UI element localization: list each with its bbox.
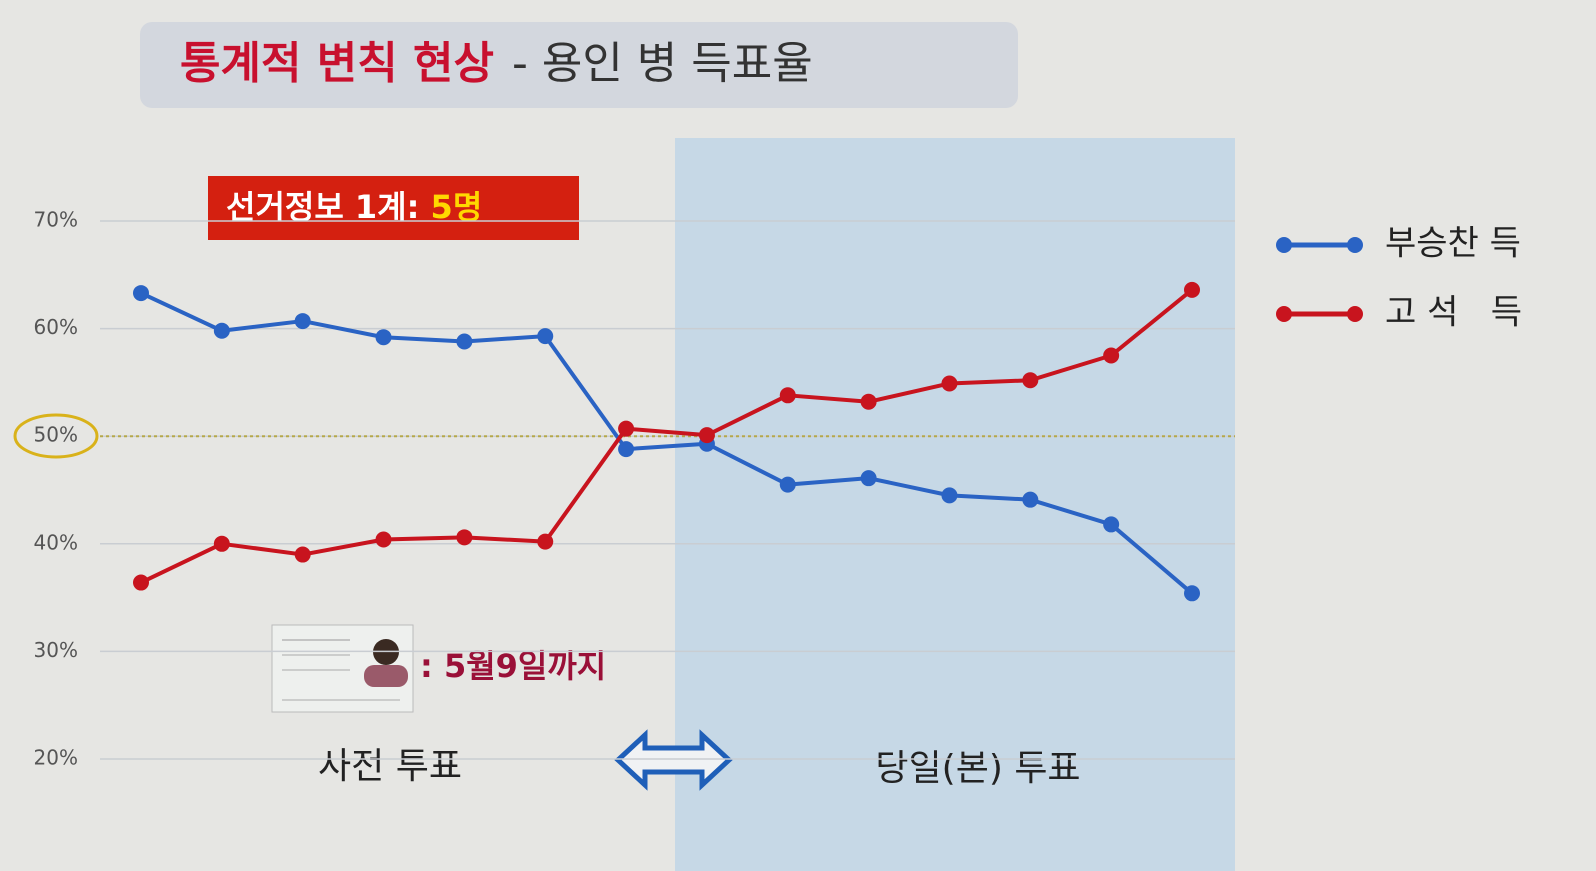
legend-dot	[1276, 306, 1292, 322]
data-point	[1103, 347, 1120, 364]
chart-title: 통계적 변칙 현상 - 용인 병 득표율	[180, 38, 813, 89]
y-tick-label: 20%	[34, 746, 78, 770]
data-point	[294, 546, 311, 563]
series-line	[140, 291, 1194, 595]
y-tick-label: 40%	[34, 530, 78, 554]
id-photo-body	[364, 665, 408, 687]
data-point	[941, 487, 958, 504]
highlight-ring	[13, 413, 99, 459]
data-point	[213, 535, 230, 552]
election-day-label: 당일(본) 투표	[875, 748, 1080, 789]
y-tick-label: 50%	[34, 423, 78, 447]
data-point	[618, 420, 635, 437]
id-note: : 5월9일까지	[420, 647, 606, 685]
data-point	[618, 441, 635, 458]
data-point	[1103, 516, 1120, 533]
badge	[208, 176, 579, 240]
legend-dot	[1347, 237, 1363, 253]
data-point	[941, 375, 958, 392]
y-tick-label: 70%	[34, 208, 78, 232]
double-arrow	[614, 729, 733, 791]
data-point	[1022, 491, 1039, 508]
data-point	[1184, 281, 1200, 298]
title-main: 통계적 변칙 현상	[180, 38, 494, 89]
y-tick-label: 60%	[34, 315, 78, 339]
legend-dot	[1276, 237, 1292, 253]
data-point	[860, 470, 877, 487]
election-day-region	[675, 138, 1235, 871]
badge-label: 선거정보 1계:	[226, 188, 431, 226]
id-card	[271, 624, 414, 713]
data-point	[537, 533, 554, 550]
data-point	[1022, 372, 1039, 389]
data-point	[133, 574, 149, 591]
data-point	[698, 427, 715, 444]
data-point	[133, 285, 149, 302]
data-point	[456, 333, 473, 350]
data-point	[375, 329, 392, 346]
data-point	[375, 531, 392, 548]
legend-label: 고 석 득	[1385, 293, 1522, 333]
series-line	[140, 288, 1194, 585]
legend-dot	[1347, 306, 1363, 322]
data-point	[537, 328, 554, 345]
legend-label: 부승찬 득	[1385, 224, 1521, 264]
title-box	[140, 22, 1018, 108]
badge-value: 5명	[431, 188, 483, 226]
early-vote-label: 사전 투표	[318, 746, 462, 787]
y-tick-label: 30%	[34, 638, 78, 662]
data-point	[1184, 585, 1200, 602]
data-point	[294, 313, 311, 330]
data-point	[213, 322, 230, 339]
data-point	[779, 387, 796, 404]
data-point	[779, 476, 796, 493]
data-point	[860, 393, 877, 410]
badge-text: 선거정보 1계: 5명	[226, 188, 482, 226]
data-point	[456, 529, 473, 546]
title-sub: - 용인 병 득표율	[512, 38, 813, 89]
